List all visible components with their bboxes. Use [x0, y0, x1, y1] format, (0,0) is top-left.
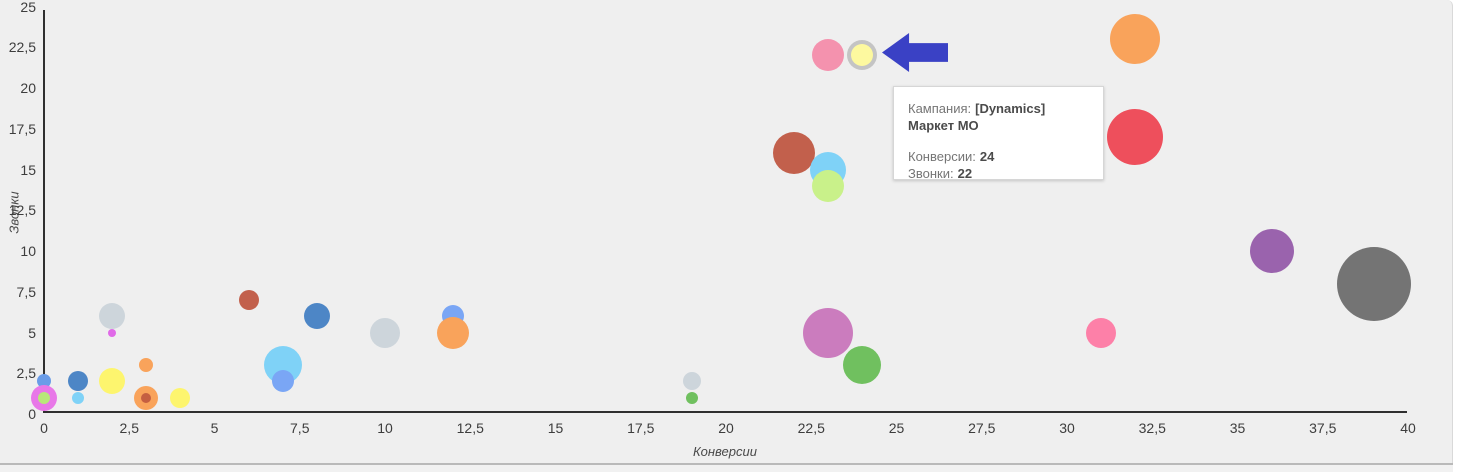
- bubble-highlighted[interactable]: [851, 44, 874, 67]
- x-tick-label: 27,5: [968, 420, 996, 436]
- bubble[interactable]: [682, 372, 701, 391]
- tooltip-calls-label: Звонки:: [908, 166, 954, 181]
- tooltip-calls-row: Звонки: 22: [908, 165, 1089, 182]
- y-tick-label: 15: [20, 161, 36, 178]
- y-tick-label: 0: [28, 406, 36, 422]
- y-tick-label: 12,5: [8, 202, 36, 219]
- bubble[interactable]: [1249, 229, 1294, 273]
- x-tick-label: 30: [1059, 420, 1075, 436]
- x-tick-label: 32,5: [1138, 420, 1166, 436]
- y-tick-label: 7,5: [16, 283, 36, 300]
- x-tick-label: 10: [377, 420, 393, 436]
- bubble[interactable]: [38, 391, 50, 404]
- y-tick-label: 17,5: [8, 120, 36, 137]
- bottom-strip: [0, 465, 1453, 472]
- tooltip-conversions-label: Конверсии:: [908, 149, 976, 164]
- bubble[interactable]: [1107, 108, 1164, 165]
- bubble[interactable]: [812, 39, 845, 72]
- y-tick-label: 22,5: [8, 39, 36, 56]
- x-tick-label: 25: [888, 420, 905, 436]
- tooltip-conversions-value: 24: [979, 149, 995, 164]
- x-tick-label: 7,5: [290, 420, 310, 436]
- x-tick-label: 40: [1400, 420, 1416, 436]
- tooltip: Кампания: [Dynamics] Маркет МО Конверсии:…: [893, 86, 1104, 182]
- tooltip-campaign-row: Кампания: [Dynamics] Маркет МО: [908, 100, 1089, 134]
- y-tick-label: 5: [28, 324, 36, 341]
- x-tick-label: 2,5: [119, 420, 139, 436]
- x-tick-label: 17,5: [627, 420, 655, 436]
- bubble[interactable]: [1110, 14, 1161, 65]
- bubble[interactable]: [139, 358, 154, 373]
- bubble[interactable]: [1086, 317, 1117, 348]
- bubble[interactable]: [303, 303, 330, 330]
- x-tick-label: 35: [1229, 420, 1246, 436]
- y-tick-label: 20: [20, 80, 36, 96]
- tooltip-calls-value: 22: [957, 166, 973, 181]
- x-axis-title: Конверсии: [693, 444, 757, 459]
- tooltip-campaign-value: [Dynamics] Маркет МО: [908, 101, 1046, 133]
- cursor-arrow-icon: [882, 33, 948, 72]
- bubble[interactable]: [238, 289, 259, 310]
- bubble[interactable]: [803, 307, 854, 358]
- bubble[interactable]: [99, 368, 126, 395]
- bubble[interactable]: [68, 371, 89, 392]
- bubble[interactable]: [108, 328, 117, 337]
- tooltip-conversions-row: Конверсии: 24: [908, 148, 1089, 165]
- x-tick-label: 20: [718, 420, 734, 436]
- x-tick-label: 12,5: [456, 420, 484, 436]
- tooltip-campaign-label: Кампания:: [908, 101, 972, 116]
- bubble[interactable]: [99, 303, 126, 330]
- bubble[interactable]: [437, 316, 470, 349]
- bubble[interactable]: [1336, 246, 1411, 321]
- y-tick-label: 25: [20, 0, 36, 15]
- bubble[interactable]: [812, 169, 845, 202]
- bubble[interactable]: [773, 132, 816, 175]
- bubble[interactable]: [370, 317, 400, 348]
- bubble[interactable]: [843, 346, 882, 385]
- bubble[interactable]: [141, 392, 152, 403]
- bubble[interactable]: [685, 391, 698, 404]
- bubble[interactable]: [72, 391, 85, 404]
- y-tick-label: 10: [20, 243, 36, 259]
- bubble[interactable]: [170, 387, 191, 408]
- bubble[interactable]: [271, 370, 294, 393]
- x-tick-label: 5: [210, 420, 219, 436]
- x-axis-line: [43, 411, 1407, 413]
- x-tick-label: 22,5: [797, 420, 825, 436]
- y-axis-line: [43, 10, 45, 413]
- x-tick-label: 15: [547, 420, 564, 436]
- bottom-divider: [0, 463, 1453, 465]
- y-tick-label: 2,5: [16, 365, 36, 382]
- x-tick-label: 0: [40, 420, 48, 436]
- x-tick-label: 37,5: [1309, 420, 1337, 436]
